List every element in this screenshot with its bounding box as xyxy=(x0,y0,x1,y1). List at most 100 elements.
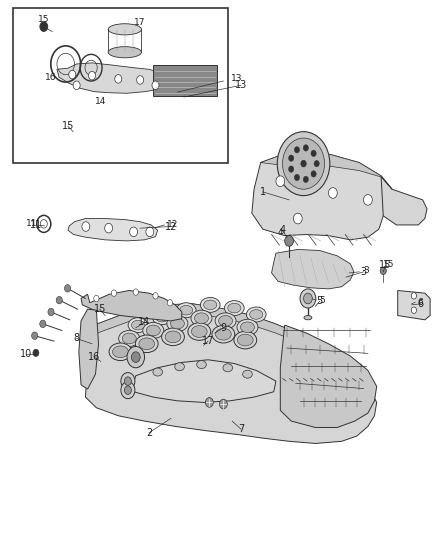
Ellipse shape xyxy=(215,313,236,329)
Text: 8: 8 xyxy=(74,334,80,343)
Circle shape xyxy=(300,289,316,308)
Ellipse shape xyxy=(119,330,140,346)
Ellipse shape xyxy=(135,335,158,353)
Ellipse shape xyxy=(234,331,257,349)
Circle shape xyxy=(127,346,145,368)
Text: 11: 11 xyxy=(30,220,42,230)
Ellipse shape xyxy=(304,316,312,320)
Circle shape xyxy=(124,386,131,394)
Ellipse shape xyxy=(108,24,141,35)
Circle shape xyxy=(301,160,306,167)
Circle shape xyxy=(111,290,117,296)
Circle shape xyxy=(311,150,316,157)
Circle shape xyxy=(32,332,38,340)
Ellipse shape xyxy=(162,328,184,345)
Circle shape xyxy=(294,147,300,153)
Ellipse shape xyxy=(153,368,162,376)
Circle shape xyxy=(121,373,135,390)
Circle shape xyxy=(137,76,144,84)
Text: 15: 15 xyxy=(38,15,49,24)
Circle shape xyxy=(167,300,173,306)
Circle shape xyxy=(311,171,316,177)
Ellipse shape xyxy=(176,303,196,318)
Circle shape xyxy=(380,267,386,274)
Circle shape xyxy=(56,296,62,304)
Ellipse shape xyxy=(237,319,258,335)
Ellipse shape xyxy=(152,310,172,325)
Circle shape xyxy=(411,307,417,313)
Polygon shape xyxy=(381,176,427,225)
Text: 5: 5 xyxy=(317,296,323,306)
Circle shape xyxy=(364,195,372,205)
Ellipse shape xyxy=(240,322,254,333)
Circle shape xyxy=(289,155,294,161)
Circle shape xyxy=(277,132,330,196)
Text: 6: 6 xyxy=(417,298,424,306)
Circle shape xyxy=(303,144,308,151)
Ellipse shape xyxy=(212,325,235,343)
Ellipse shape xyxy=(143,322,164,338)
Circle shape xyxy=(40,320,46,328)
Ellipse shape xyxy=(219,316,233,326)
Circle shape xyxy=(283,138,325,189)
Ellipse shape xyxy=(228,303,241,313)
Text: 13: 13 xyxy=(231,75,242,83)
Circle shape xyxy=(219,399,227,409)
Circle shape xyxy=(33,349,39,357)
Ellipse shape xyxy=(250,310,263,319)
Circle shape xyxy=(115,75,122,83)
Ellipse shape xyxy=(223,364,233,372)
Text: 2: 2 xyxy=(146,428,152,438)
Polygon shape xyxy=(68,219,158,241)
Ellipse shape xyxy=(131,320,145,330)
Text: 9: 9 xyxy=(220,323,226,333)
Text: 6: 6 xyxy=(417,299,424,309)
Text: 12: 12 xyxy=(165,222,177,231)
Ellipse shape xyxy=(155,312,169,322)
Polygon shape xyxy=(280,325,377,427)
Ellipse shape xyxy=(165,331,181,343)
Ellipse shape xyxy=(188,323,211,341)
Text: 15: 15 xyxy=(94,304,106,314)
Circle shape xyxy=(73,81,80,90)
Text: 11: 11 xyxy=(26,220,37,228)
Circle shape xyxy=(205,398,213,407)
Text: 17: 17 xyxy=(202,336,214,346)
Text: 7: 7 xyxy=(238,424,244,434)
Ellipse shape xyxy=(243,370,252,378)
Text: 14: 14 xyxy=(138,318,151,327)
Circle shape xyxy=(121,382,135,399)
Polygon shape xyxy=(57,63,166,93)
Polygon shape xyxy=(398,290,430,320)
Circle shape xyxy=(82,222,90,231)
Text: 4: 4 xyxy=(278,229,283,237)
Circle shape xyxy=(146,227,154,237)
Circle shape xyxy=(276,176,285,187)
Circle shape xyxy=(94,295,99,302)
Polygon shape xyxy=(134,360,276,402)
Circle shape xyxy=(314,160,319,167)
Polygon shape xyxy=(252,152,392,240)
Text: 13: 13 xyxy=(235,80,247,90)
Circle shape xyxy=(40,22,48,31)
Ellipse shape xyxy=(139,338,155,350)
Circle shape xyxy=(304,293,312,304)
Polygon shape xyxy=(85,304,377,443)
Text: 16: 16 xyxy=(88,352,100,362)
Ellipse shape xyxy=(237,334,253,346)
Ellipse shape xyxy=(194,313,208,324)
Circle shape xyxy=(69,70,76,79)
Circle shape xyxy=(130,227,138,237)
Text: 5: 5 xyxy=(319,296,325,304)
Ellipse shape xyxy=(170,318,184,329)
Ellipse shape xyxy=(197,360,206,369)
Text: 17: 17 xyxy=(134,19,146,27)
Circle shape xyxy=(131,352,140,362)
Text: 14: 14 xyxy=(95,97,106,106)
Polygon shape xyxy=(81,290,182,321)
Text: 15: 15 xyxy=(383,261,395,269)
Text: 12: 12 xyxy=(167,221,179,229)
Circle shape xyxy=(285,236,293,246)
Ellipse shape xyxy=(200,297,220,312)
Circle shape xyxy=(133,289,138,295)
